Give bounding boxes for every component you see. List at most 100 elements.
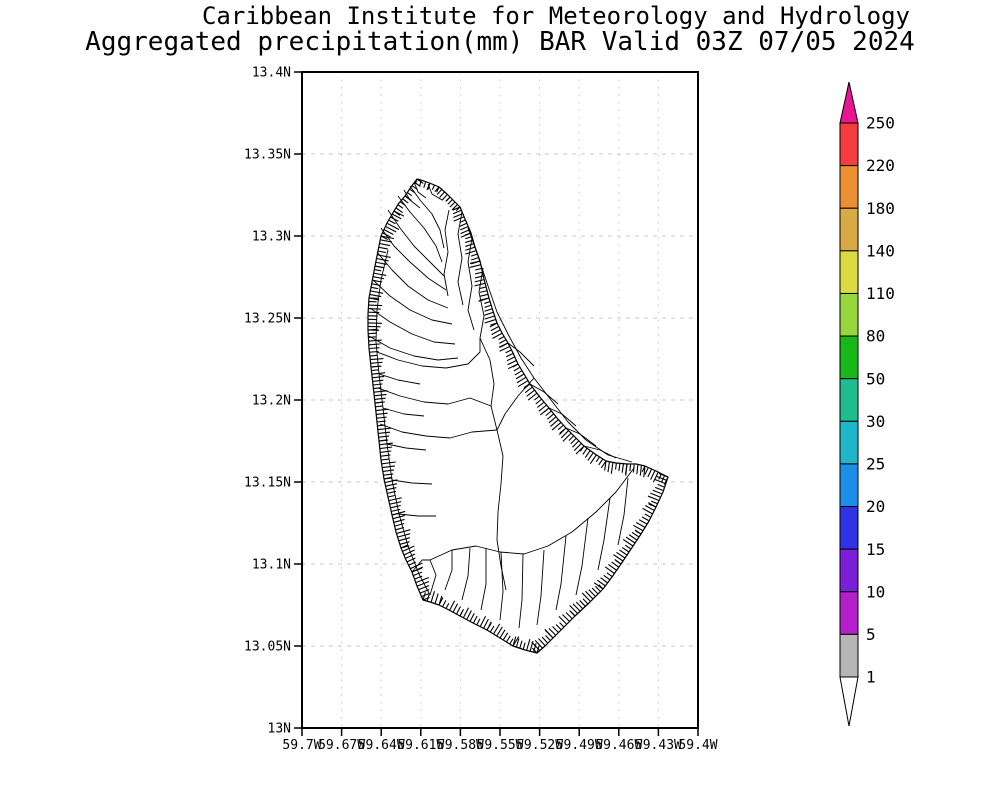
coastal-hatch bbox=[541, 636, 549, 644]
lon-tick-label: 59.67W bbox=[318, 738, 365, 753]
coastal-hatch bbox=[515, 373, 525, 380]
coastal-hatch bbox=[641, 516, 649, 521]
watershed-boundary bbox=[369, 307, 456, 345]
coastal-hatch bbox=[507, 360, 517, 366]
barbados-island bbox=[367, 178, 669, 654]
coastal-hatch bbox=[489, 322, 498, 328]
coastal-hatch bbox=[614, 559, 622, 565]
watershed-boundary bbox=[378, 373, 421, 385]
coastal-hatch bbox=[378, 431, 391, 434]
coastal-hatch bbox=[439, 191, 445, 198]
coastal-hatch bbox=[589, 454, 598, 465]
coastal-hatch bbox=[558, 616, 568, 625]
coastal-hatch bbox=[555, 624, 562, 631]
coastal-hatch bbox=[522, 642, 526, 650]
coastal-hatch bbox=[451, 204, 458, 211]
coastal-hatch bbox=[642, 507, 653, 515]
coastal-hatch bbox=[491, 329, 501, 336]
coastal-hatch bbox=[490, 325, 500, 332]
coastal-hatch bbox=[544, 628, 554, 639]
coastal-hatch bbox=[370, 361, 383, 364]
watershed-boundary bbox=[386, 443, 427, 451]
coastal-hatch bbox=[378, 246, 388, 250]
coastal-hatch bbox=[647, 468, 653, 478]
coastal-hatch bbox=[499, 339, 507, 344]
watershed-boundary bbox=[429, 559, 437, 596]
coastal-hatch bbox=[473, 615, 478, 624]
colorbar-segment bbox=[839, 250, 859, 294]
coastal-hatch bbox=[410, 562, 423, 570]
colorbar-level-label: 110 bbox=[866, 284, 895, 303]
coastal-hatch bbox=[568, 435, 575, 441]
coastal-hatch bbox=[393, 518, 405, 523]
coastline bbox=[367, 178, 669, 654]
coastal-hatch bbox=[536, 401, 545, 408]
coastal-hatch bbox=[469, 613, 475, 622]
watershed-boundary bbox=[375, 249, 431, 596]
coastal-hatch bbox=[375, 408, 389, 412]
lon-tick-label: 59.49W bbox=[556, 738, 603, 753]
coastal-hatch bbox=[560, 430, 569, 439]
coastal-hatch bbox=[517, 380, 529, 388]
coastal-hatch bbox=[476, 618, 481, 626]
watershed-boundary bbox=[409, 185, 445, 249]
watershed-boundary bbox=[391, 479, 433, 485]
coastal-hatch bbox=[543, 407, 550, 413]
watershed-boundary bbox=[413, 181, 427, 199]
coastal-hatch bbox=[484, 315, 495, 320]
lon-tick-label: 59.43W bbox=[635, 738, 682, 753]
coastal-hatch bbox=[606, 572, 613, 577]
coastal-hatch bbox=[445, 196, 451, 202]
lat-tick-label: 13.2N bbox=[252, 394, 291, 409]
coastal-hatch bbox=[579, 600, 586, 607]
coastal-hatch bbox=[385, 483, 397, 487]
coastal-hatch bbox=[431, 184, 436, 190]
coastal-hatch bbox=[575, 601, 584, 610]
coastal-hatch bbox=[389, 501, 402, 505]
colorbar-segment bbox=[839, 207, 859, 252]
coastal-hatch bbox=[524, 386, 533, 394]
coastal-hatch bbox=[513, 366, 521, 372]
coastal-hatch bbox=[570, 437, 577, 445]
coastal-hatch bbox=[421, 592, 430, 598]
colorbar-level-label: 50 bbox=[866, 369, 885, 388]
coastal-hatch bbox=[565, 612, 573, 620]
coastal-hatch bbox=[562, 614, 570, 622]
coastal-hatch bbox=[526, 638, 531, 651]
coastal-hatch bbox=[598, 458, 604, 466]
coastal-hatch bbox=[600, 577, 608, 584]
coastal-hatch bbox=[512, 636, 520, 647]
coastal-hatch bbox=[610, 461, 614, 474]
coastal-hatch bbox=[372, 375, 385, 379]
coastal-hatch bbox=[604, 566, 615, 574]
coastal-hatch bbox=[407, 557, 416, 563]
coastal-hatch bbox=[373, 387, 382, 390]
lon-tick-label: 59.52W bbox=[516, 738, 563, 753]
coastal-hatch bbox=[514, 370, 523, 376]
latitude-axis-labels: 13.4N 13.35N 13.3N 13.25N 13.2N 13.15N 13.1N 13… bbox=[244, 66, 291, 737]
coastal-hatch bbox=[621, 463, 625, 473]
coastal-hatch bbox=[604, 460, 607, 471]
coastal-hatch bbox=[644, 467, 649, 475]
coastal-hatch bbox=[484, 301, 491, 304]
coastal-hatch bbox=[534, 395, 540, 401]
coastal-hatch bbox=[569, 604, 578, 614]
watershed-boundary bbox=[499, 551, 504, 621]
watershed-boundary bbox=[427, 183, 443, 201]
colorbar-level-label: 220 bbox=[866, 156, 895, 175]
coastal-hatch bbox=[496, 626, 503, 637]
coastal-hatch bbox=[631, 531, 640, 538]
watershed-boundary bbox=[583, 445, 617, 459]
colorbar-segment bbox=[839, 335, 859, 380]
coastal-hatch bbox=[652, 472, 659, 483]
coastal-hatch bbox=[572, 440, 580, 448]
watershed-boundary bbox=[507, 342, 535, 367]
coastal-hatch bbox=[376, 257, 389, 262]
coastal-hatch bbox=[506, 356, 515, 362]
coastal-hatch bbox=[377, 427, 391, 431]
lon-tick-label: 59.46W bbox=[595, 738, 642, 753]
colorbar-arrow-up bbox=[839, 81, 859, 124]
coastal-hatch bbox=[558, 427, 567, 436]
